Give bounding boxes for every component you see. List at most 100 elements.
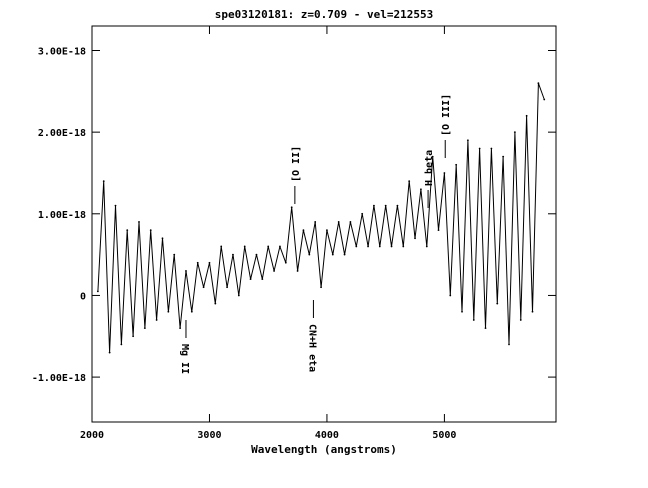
spectrum-point — [261, 278, 264, 281]
spectrum-point — [455, 163, 458, 166]
spectrum-point — [519, 319, 522, 321]
spectrum-point — [190, 310, 193, 313]
spectrum-point — [96, 290, 99, 293]
annotation-label: [O III] — [441, 94, 452, 136]
spectrum-point — [543, 98, 546, 101]
spectrum-point — [296, 270, 299, 272]
spectrum-point — [120, 343, 123, 346]
spectrum-point — [284, 261, 287, 264]
spectrum-point — [508, 343, 510, 346]
spectrum-point — [431, 155, 434, 158]
spectrum-point — [320, 286, 322, 289]
spectrum-point — [408, 180, 411, 183]
spectrum-point — [449, 294, 452, 297]
spectrum-point — [378, 245, 381, 248]
spectrum-point — [167, 310, 170, 313]
y-axis: 3.00E-18 2.00E-18 1.00E-18 0 -1.00E-18 — [32, 46, 556, 384]
spectrum-point — [155, 319, 158, 321]
spectrum-point — [466, 139, 469, 142]
spectrum-point — [373, 204, 375, 207]
spectrum-point — [343, 253, 346, 256]
spectrum-point — [337, 221, 340, 223]
spectrum-point — [226, 286, 228, 289]
spectrum-point — [461, 310, 463, 313]
spectrum-point — [114, 204, 117, 207]
spectrum-point — [290, 206, 293, 209]
spectrum-point — [361, 212, 364, 215]
spectrum-point — [308, 253, 311, 256]
spectrum-point — [161, 237, 164, 240]
chart-title: spe03120181: z=0.709 - vel=212553 — [215, 8, 434, 21]
spectrum-point — [302, 229, 305, 232]
spectrum-point — [349, 221, 352, 223]
plot-frame — [91, 25, 557, 423]
x-tick-label: 4000 — [315, 430, 339, 441]
y-tick-label: 2.00E-18 — [38, 128, 86, 139]
spectrum-point — [273, 270, 275, 272]
spectrum-point — [525, 114, 528, 117]
spectrum-point — [384, 204, 387, 207]
spectrum-point — [402, 245, 405, 248]
x-tick-label: 3000 — [197, 430, 221, 441]
annotation-label: Mg II — [179, 344, 190, 374]
spectrum-point — [537, 82, 540, 85]
spectrum-point — [531, 310, 534, 313]
spectrum-point — [108, 351, 111, 354]
spectrum-point — [472, 319, 475, 321]
spectrum-point — [132, 335, 135, 338]
spectrum-point — [249, 278, 252, 281]
annotation-label: [O II] — [291, 146, 302, 182]
spectrum-point — [208, 261, 211, 264]
spectrum-point — [255, 253, 258, 256]
spectrum-point — [484, 327, 487, 330]
x-tick-label: 5000 — [432, 430, 456, 441]
spectrum-point — [478, 147, 481, 150]
y-tick-label: 0 — [80, 291, 86, 302]
spectrum-point — [331, 253, 334, 256]
spectrum-point — [355, 245, 358, 248]
y-tick-label: 3.00E-18 — [38, 46, 86, 57]
spectrum-point — [243, 245, 246, 248]
spectrum-point — [396, 204, 399, 207]
spectrum-point — [502, 155, 505, 158]
spectrum-point — [138, 221, 140, 223]
spectrum-point — [185, 270, 187, 272]
annotation-layer: Mg II [O II] CN+H eta H beta [O III] — [179, 94, 452, 374]
spectrum-point — [367, 245, 369, 248]
spectrum-point — [425, 245, 428, 248]
spectrum-point — [126, 229, 129, 232]
spectrum-point — [202, 286, 205, 289]
spectrum-point — [414, 237, 416, 240]
spectrum-point — [513, 131, 516, 134]
spectrum-point — [490, 147, 493, 150]
spectrum-point — [102, 180, 105, 183]
y-tick-label: -1.00E-18 — [32, 373, 86, 384]
spectrum-point — [220, 245, 223, 248]
x-tick-label: 2000 — [80, 430, 104, 441]
spectrum-point — [232, 253, 234, 256]
spectrum-point — [143, 327, 146, 330]
spectrum-point — [237, 294, 240, 297]
spectrum-point — [314, 221, 317, 223]
annotation-label: CN+H eta — [306, 324, 317, 372]
spectrum-point — [420, 188, 422, 191]
spectrum-point — [279, 245, 281, 248]
spectrum-point — [179, 327, 182, 330]
y-tick-label: 1.00E-18 — [38, 210, 86, 221]
spectrum-point — [326, 229, 328, 232]
spectrum-point — [214, 302, 217, 305]
spectrum-point — [496, 302, 499, 305]
spectrum-point — [443, 172, 446, 174]
annotation-label: H beta — [424, 150, 435, 186]
spectrum-point — [173, 253, 176, 256]
spectrum-point — [437, 229, 440, 232]
x-axis-label: Wavelength (angstroms) — [251, 443, 397, 456]
spectrum-point — [267, 245, 270, 248]
spectrum-line — [97, 82, 545, 354]
spectrum-point — [149, 229, 152, 232]
spectrum-point — [196, 261, 199, 264]
spectrum-point — [390, 245, 393, 248]
series-layer — [96, 82, 546, 354]
x-axis: 2000 3000 4000 5000 — [80, 26, 456, 441]
